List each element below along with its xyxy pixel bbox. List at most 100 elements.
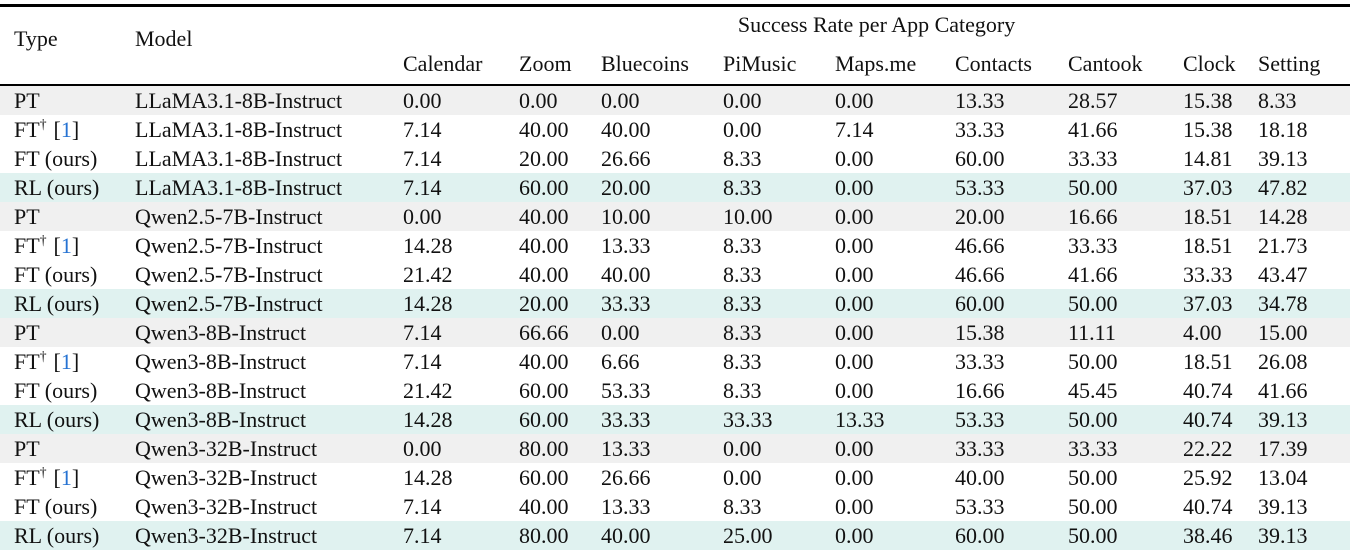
success-rate-cell: 0.00 — [835, 233, 874, 258]
column-group-title: Success Rate per App Category — [737, 12, 1016, 37]
success-rate-cell: 0.00 — [519, 88, 558, 113]
success-rate-cell: 33.33 — [955, 117, 1005, 142]
success-rate-cell: 25.92 — [1183, 465, 1233, 490]
success-rate-cell: 33.33 — [601, 291, 651, 316]
type-label: FT — [14, 349, 40, 374]
success-rate-cell: 14.81 — [1183, 146, 1233, 171]
success-rate-cell: 4.00 — [1183, 320, 1222, 345]
table-row: FT (ours) Qwen3-32B-Instruct 7.14 40.00 13.3… — [0, 492, 1350, 521]
success-rate-cell: 8.33 — [723, 494, 762, 519]
success-rate-cell: 80.00 — [519, 523, 569, 548]
column-header-calendar: Calendar — [403, 51, 483, 76]
success-rate-cell: 33.33 — [723, 407, 773, 432]
column-header-contacts: Contacts — [955, 51, 1032, 76]
table-row: FT (ours) LLaMA3.1-8B-Instruct 7.14 20.00 26… — [0, 144, 1350, 173]
table-row: PT Qwen3-8B-Instruct 7.14 66.66 0.00 8.33 0.00… — [0, 318, 1350, 347]
citation-bracket-close: ] — [71, 233, 80, 258]
type-label: PT — [14, 88, 40, 113]
success-rate-cell: 10.00 — [723, 204, 773, 229]
success-rate-cell: 40.00 — [519, 262, 569, 287]
type-label: PT — [14, 436, 40, 461]
table-row: RL (ours) Qwen3-8B-Instruct 14.28 60.00 33.3… — [0, 405, 1350, 434]
type-cell: FT (ours) — [0, 260, 135, 289]
success-rate-cell: 28.57 — [1068, 88, 1118, 113]
success-rate-cell: 26.08 — [1258, 349, 1308, 374]
success-rate-cell: 15.38 — [1183, 117, 1233, 142]
success-rate-cell: 15.38 — [1183, 88, 1233, 113]
success-rate-cell: 50.00 — [1068, 407, 1118, 432]
citation-bracket-open: [ — [53, 349, 61, 374]
table-row: FT† [1] Qwen2.5-7B-Instruct 14.28 40.00 13.33… — [0, 231, 1350, 260]
header-group-row: Type Model Success Rate per App Category — [0, 7, 1350, 51]
success-rate-cell: 0.00 — [835, 262, 874, 287]
success-rate-cell: 40.74 — [1183, 378, 1233, 403]
results-table-wrapper: Type Model Success Rate per App Category… — [0, 4, 1350, 550]
success-rate-cell: 40.74 — [1183, 407, 1233, 432]
success-rate-cell: 0.00 — [601, 88, 640, 113]
success-rate-cell: 13.33 — [601, 233, 651, 258]
type-label: FT (ours) — [14, 378, 98, 403]
success-rate-cell: 33.33 — [955, 349, 1005, 374]
citation-link[interactable]: 1 — [60, 117, 72, 142]
type-label: FT (ours) — [14, 262, 98, 287]
citation-bracket-close: ] — [71, 117, 80, 142]
success-rate-cell: 60.00 — [519, 378, 569, 403]
success-rate-cell: 33.33 — [1068, 436, 1118, 461]
success-rate-cell: 25.00 — [723, 523, 773, 548]
column-header-mapsme: Maps.me — [835, 51, 917, 76]
table-row: RL (ours) Qwen3-32B-Instruct 7.14 80.00 40.0… — [0, 521, 1350, 550]
success-rate-cell: 0.00 — [601, 320, 640, 345]
success-rate-cell: 38.46 — [1183, 523, 1233, 548]
success-rate-cell: 60.00 — [955, 146, 1005, 171]
success-rate-cell: 40.00 — [955, 465, 1005, 490]
success-rate-cell: 14.28 — [403, 407, 453, 432]
model-cell: Qwen3-8B-Instruct — [135, 378, 307, 403]
success-rate-cell: 39.13 — [1258, 523, 1308, 548]
success-rate-cell: 8.33 — [723, 378, 762, 403]
type-label: RL (ours) — [14, 523, 100, 548]
success-rate-cell: 33.33 — [1068, 146, 1118, 171]
citation-bracket-open: [ — [53, 233, 61, 258]
model-cell: LLaMA3.1-8B-Instruct — [135, 117, 343, 142]
success-rate-cell: 46.66 — [955, 262, 1005, 287]
type-label: FT — [14, 465, 40, 490]
success-rate-cell: 11.11 — [1068, 320, 1116, 345]
success-rate-cell: 41.66 — [1068, 117, 1118, 142]
success-rate-cell: 0.00 — [835, 146, 874, 171]
success-rate-cell: 53.33 — [955, 407, 1005, 432]
table-row: PT LLaMA3.1-8B-Instruct 0.00 0.00 0.00 0.00 0.… — [0, 85, 1350, 115]
success-rate-cell: 0.00 — [835, 378, 874, 403]
dagger-superscript: † — [39, 116, 47, 132]
table-row: PT Qwen3-32B-Instruct 0.00 80.00 13.33 0.00 0.… — [0, 434, 1350, 463]
success-rate-cell: 0.00 — [723, 88, 762, 113]
table-row: FT† [1] Qwen3-32B-Instruct 14.28 60.00 26.66 0… — [0, 463, 1350, 492]
type-label: RL (ours) — [14, 407, 100, 432]
model-cell: LLaMA3.1-8B-Instruct — [135, 175, 343, 200]
citation-bracket-close: ] — [71, 349, 80, 374]
model-cell: Qwen2.5-7B-Instruct — [135, 204, 323, 229]
success-rate-cell: 0.00 — [835, 465, 874, 490]
column-header-setting: Setting — [1258, 51, 1321, 76]
citation-link[interactable]: 1 — [60, 233, 72, 258]
success-rate-cell: 18.51 — [1183, 233, 1233, 258]
type-cell: FT (ours) — [0, 492, 135, 521]
type-label: RL (ours) — [14, 175, 100, 200]
table-row: RL (ours) LLaMA3.1-8B-Instruct 7.14 60.00 20… — [0, 173, 1350, 202]
success-rate-cell: 7.14 — [403, 146, 442, 171]
success-rate-cell: 8.33 — [1258, 88, 1297, 113]
type-cell: FT† [1] — [0, 115, 135, 144]
table-row: FT (ours) Qwen3-8B-Instruct 21.42 60.00 53.3… — [0, 376, 1350, 405]
success-rate-cell: 60.00 — [955, 291, 1005, 316]
success-rate-cell: 0.00 — [723, 436, 762, 461]
citation-link[interactable]: 1 — [60, 465, 72, 490]
dagger-superscript: † — [39, 464, 47, 480]
type-cell: FT† [1] — [0, 231, 135, 260]
type-cell: FT† [1] — [0, 347, 135, 376]
success-rate-cell: 15.00 — [1258, 320, 1308, 345]
citation-marker: [1] — [54, 349, 80, 374]
success-rate-cell: 50.00 — [1068, 465, 1118, 490]
success-rate-cell: 0.00 — [835, 523, 874, 548]
success-rate-cell: 66.66 — [519, 320, 569, 345]
citation-link[interactable]: 1 — [60, 349, 72, 374]
table-row: FT (ours) Qwen2.5-7B-Instruct 21.42 40.00 40… — [0, 260, 1350, 289]
